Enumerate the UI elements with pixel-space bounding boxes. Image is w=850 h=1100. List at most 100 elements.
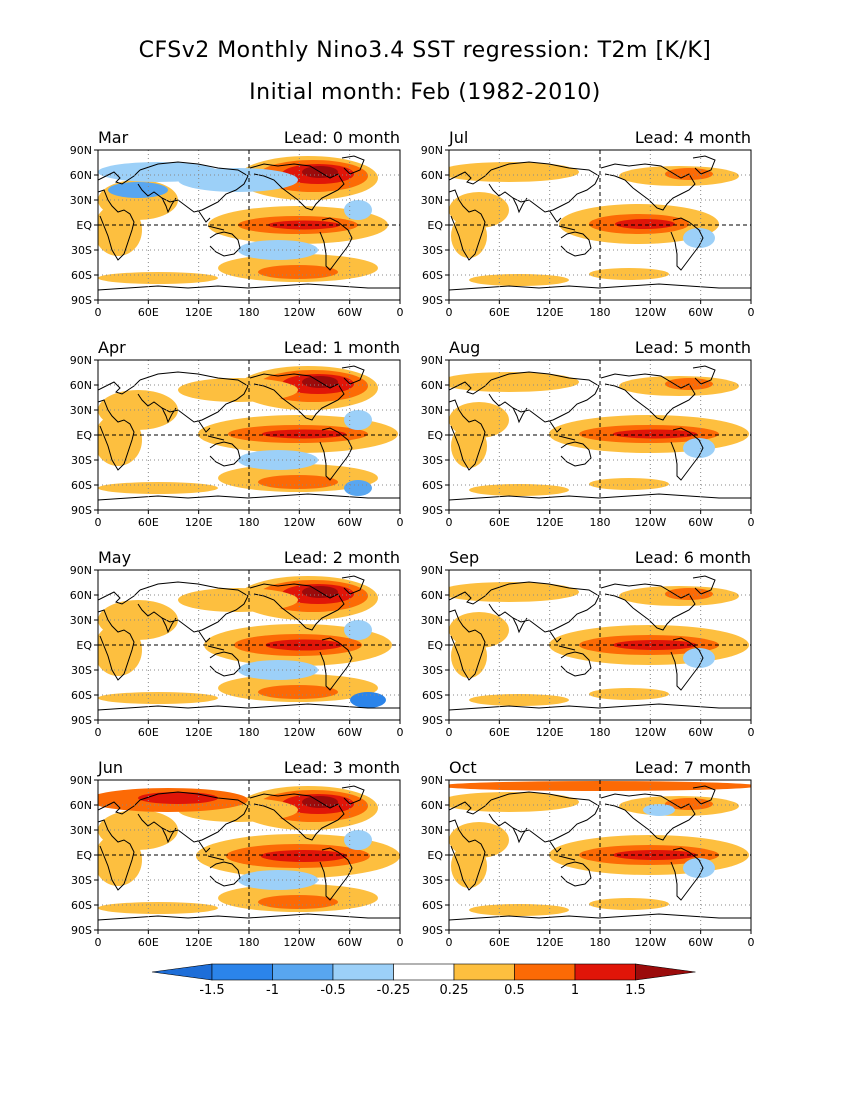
lat-tick-label: 90S: [422, 714, 443, 727]
lon-tick-label: 0: [446, 936, 453, 949]
lat-tick-label: 30N: [421, 614, 443, 627]
colorbar-label: -1.5: [199, 983, 224, 998]
lat-tick-label: 60N: [70, 169, 92, 182]
colorbar-swatch: [272, 963, 334, 981]
figure-title: CFSv2 Monthly Nino3.4 SST regression: T2…: [138, 38, 712, 63]
lat-tick-label: 90S: [71, 714, 92, 727]
lat-tick-label: EQ: [427, 849, 443, 862]
lon-tick-label: 60W: [337, 936, 362, 949]
lon-tick-label: 60W: [337, 726, 362, 739]
lon-tick-label: 0: [397, 306, 404, 319]
lon-tick-label: 60E: [138, 726, 159, 739]
lat-tick-label: 30N: [70, 614, 92, 627]
lat-tick-label: EQ: [427, 639, 443, 652]
lat-tick-label: 30N: [421, 194, 443, 207]
lat-tick-label: 90S: [71, 504, 92, 517]
lon-tick-label: 180: [590, 306, 611, 319]
lat-tick-label: 90N: [70, 354, 92, 367]
lat-tick-label: EQ: [76, 639, 92, 652]
lon-tick-label: 120W: [283, 936, 315, 949]
lat-tick-label: 90N: [421, 144, 443, 157]
lat-tick-label: 60N: [421, 379, 443, 392]
panel-lead-label: Lead: 2 month: [284, 548, 400, 567]
panel-lead-label: Lead: 7 month: [635, 758, 751, 777]
lon-tick-label: 0: [95, 516, 102, 529]
lat-tick-label: 90N: [70, 564, 92, 577]
map-panel-jul: 90N 60N 30N EQ 30S 60S 90S 0 60E 120E 180 120W 60W 0 J…: [419, 122, 769, 322]
lon-tick-label: 120E: [536, 306, 564, 319]
lat-tick-label: 90S: [422, 924, 443, 937]
lon-tick-label: 120W: [634, 936, 666, 949]
panel-month-label: Jun: [97, 758, 123, 777]
colorbar-max-arrow: [635, 963, 696, 981]
lat-tick-label: 60S: [422, 479, 443, 492]
lat-tick-label: 60S: [71, 899, 92, 912]
colorbar-label: -1: [266, 983, 279, 998]
lat-tick-label: 60S: [71, 269, 92, 282]
lat-tick-label: 30S: [71, 874, 92, 887]
lat-tick-label: 30S: [422, 664, 443, 677]
colorbar-label: 1: [571, 983, 579, 998]
lat-tick-label: 90N: [421, 564, 443, 577]
lat-tick-label: 30S: [422, 244, 443, 257]
lat-tick-label: 60S: [422, 689, 443, 702]
panel-month-label: Aug: [449, 338, 480, 357]
lat-tick-label: EQ: [427, 219, 443, 232]
lon-tick-label: 0: [397, 936, 404, 949]
colorbar-swatch: [332, 963, 394, 981]
lon-tick-label: 120E: [185, 306, 213, 319]
lon-tick-label: 0: [95, 306, 102, 319]
lon-tick-label: 0: [95, 936, 102, 949]
map-panel-oct: 90N 60N 30N EQ 30S 60S 90S 0 60E 120E 180 120W 60W 0 O…: [419, 752, 769, 952]
panel-month-label: Jul: [448, 128, 468, 147]
colorbar-svg: -1.5 -1 -0.5 -0.25 0.25 0.5 1 1.5: [151, 963, 696, 998]
panel-lead-label: Lead: 5 month: [635, 338, 751, 357]
lat-tick-label: 60S: [71, 479, 92, 492]
lon-tick-label: 60W: [337, 306, 362, 319]
lon-tick-label: 60E: [138, 306, 159, 319]
lat-tick-label: 90S: [71, 924, 92, 937]
lon-tick-label: 180: [590, 936, 611, 949]
lat-tick-label: 30N: [421, 404, 443, 417]
panel-month-label: Sep: [449, 548, 479, 567]
lon-tick-label: 120E: [536, 516, 564, 529]
map-panel-apr: 90N 60N 30N EQ 30S 60S 90S 0 60E 120E 180 120W 60W 0 A…: [68, 332, 418, 532]
lat-tick-label: 90S: [422, 504, 443, 517]
lon-tick-label: 60E: [489, 306, 510, 319]
panel-month-label: May: [98, 548, 131, 567]
lon-tick-label: 60W: [688, 516, 713, 529]
lon-tick-label: 60W: [688, 306, 713, 319]
colorbar-label: 1.5: [625, 983, 646, 998]
lon-tick-label: 0: [397, 726, 404, 739]
lon-tick-label: 180: [239, 516, 260, 529]
lon-tick-label: 120E: [536, 726, 564, 739]
panel-lead-label: Lead: 0 month: [284, 128, 400, 147]
panel-month-label: Apr: [98, 338, 126, 357]
lat-tick-label: 30S: [71, 454, 92, 467]
lon-tick-label: 120E: [185, 516, 213, 529]
lon-tick-label: 60W: [688, 726, 713, 739]
lon-tick-label: 60E: [489, 726, 510, 739]
lon-tick-label: 0: [446, 306, 453, 319]
lat-tick-label: 30N: [70, 194, 92, 207]
lat-tick-label: 30N: [421, 824, 443, 837]
lon-tick-label: 0: [446, 516, 453, 529]
lon-tick-label: 120W: [634, 306, 666, 319]
lon-tick-label: 120W: [283, 726, 315, 739]
figure-subtitle: Initial month: Feb (1982-2010): [249, 80, 601, 105]
lon-tick-label: 60W: [688, 936, 713, 949]
lon-tick-label: 0: [748, 936, 755, 949]
map-panel-may: 90N 60N 30N EQ 30S 60S 90S 0 60E 120E 180 120W 60W 0 M…: [68, 542, 418, 742]
lat-tick-label: 60N: [70, 379, 92, 392]
colorbar-swatch: [393, 963, 455, 981]
lat-tick-label: 30N: [70, 824, 92, 837]
map-panel-sep: 90N 60N 30N EQ 30S 60S 90S 0 60E 120E 180 120W 60W 0 S…: [419, 542, 769, 742]
lon-tick-label: 60E: [138, 936, 159, 949]
lat-tick-label: 90N: [421, 354, 443, 367]
